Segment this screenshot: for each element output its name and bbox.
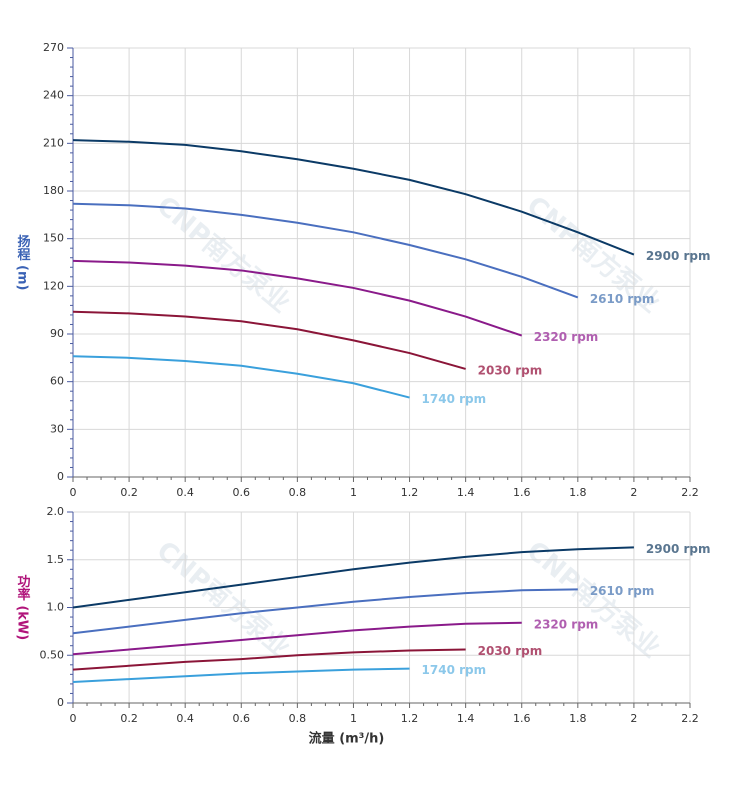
series-line <box>72 259 523 337</box>
series-label: 2900 rpm <box>646 542 711 556</box>
x-tick-label: 0.8 <box>289 712 307 725</box>
x-tick-label: 2.2 <box>681 712 699 725</box>
x-tick-label: 1 <box>350 712 357 725</box>
x-tick-label: 2 <box>630 712 637 725</box>
y-tick-label: 0 <box>57 470 64 483</box>
series-label: 2320 rpm <box>534 617 599 631</box>
watermark: CNP南方泵业 <box>151 535 296 664</box>
y-tick-label: 120 <box>43 279 64 292</box>
series-line <box>72 202 579 299</box>
x-tick-label: 0 <box>70 712 77 725</box>
y-tick-label: 210 <box>43 136 64 149</box>
series-label: 2610 rpm <box>590 584 655 598</box>
y-tick-label: 0.50 <box>40 648 65 661</box>
x-tick-label: 1.2 <box>401 712 419 725</box>
y-tick-label: 60 <box>50 375 64 388</box>
y-tick-label: 270 <box>43 41 64 54</box>
series-line <box>72 648 466 671</box>
series-label: 2030 rpm <box>478 644 543 658</box>
y-tick-label: 1.0 <box>47 601 65 614</box>
series-label: 2900 rpm <box>646 249 711 263</box>
x-tick-label: 0 <box>70 486 77 499</box>
x-tick-label: 0.4 <box>176 712 194 725</box>
x-axis-title: 流量 (m³/h) <box>309 731 385 747</box>
y-tick-label: 1.5 <box>47 553 65 566</box>
watermark: CNP南方泵业 <box>151 190 296 319</box>
x-tick-label: 1.8 <box>569 486 587 499</box>
series-line <box>72 139 635 256</box>
x-tick-label: 1 <box>350 486 357 499</box>
y-tick-label: 2.0 <box>47 505 65 518</box>
y-tick-label: 0 <box>57 696 64 709</box>
x-tick-label: 0.6 <box>233 712 251 725</box>
series-line <box>72 667 410 683</box>
series-label: 1740 rpm <box>422 663 487 677</box>
y-tick-label: 90 <box>50 327 64 340</box>
x-tick-label: 1.4 <box>457 486 475 499</box>
x-tick-label: 1.8 <box>569 712 587 725</box>
series-label: 2030 rpm <box>478 363 543 377</box>
y-axis-title: 扬程 (m) <box>15 234 31 291</box>
x-tick-label: 0.2 <box>120 712 138 725</box>
x-tick-label: 2 <box>630 486 637 499</box>
series-label: 2610 rpm <box>590 292 655 306</box>
x-tick-label: 1.6 <box>513 486 531 499</box>
y-tick-label: 150 <box>43 232 64 245</box>
x-tick-label: 0.6 <box>233 486 251 499</box>
watermark: CNP南方泵业 <box>521 535 666 664</box>
series-line <box>72 355 410 399</box>
y-tick-label: 30 <box>50 422 64 435</box>
x-tick-label: 1.2 <box>401 486 419 499</box>
x-tick-label: 0.8 <box>289 486 307 499</box>
x-tick-label: 1.6 <box>513 712 531 725</box>
x-tick-label: 0.2 <box>120 486 138 499</box>
series-line <box>72 621 522 656</box>
series-line <box>72 546 634 609</box>
x-tick-label: 1.4 <box>457 712 475 725</box>
x-tick-label: 2.2 <box>681 486 699 499</box>
series-line <box>72 588 578 635</box>
x-tick-label: 0.4 <box>176 486 194 499</box>
y-tick-label: 240 <box>43 89 64 102</box>
series-label: 2320 rpm <box>534 330 599 344</box>
series-line <box>72 310 466 370</box>
y-axis-title: 功率 (kW) <box>15 575 31 640</box>
y-tick-label: 180 <box>43 184 64 197</box>
series-label: 1740 rpm <box>422 392 487 406</box>
